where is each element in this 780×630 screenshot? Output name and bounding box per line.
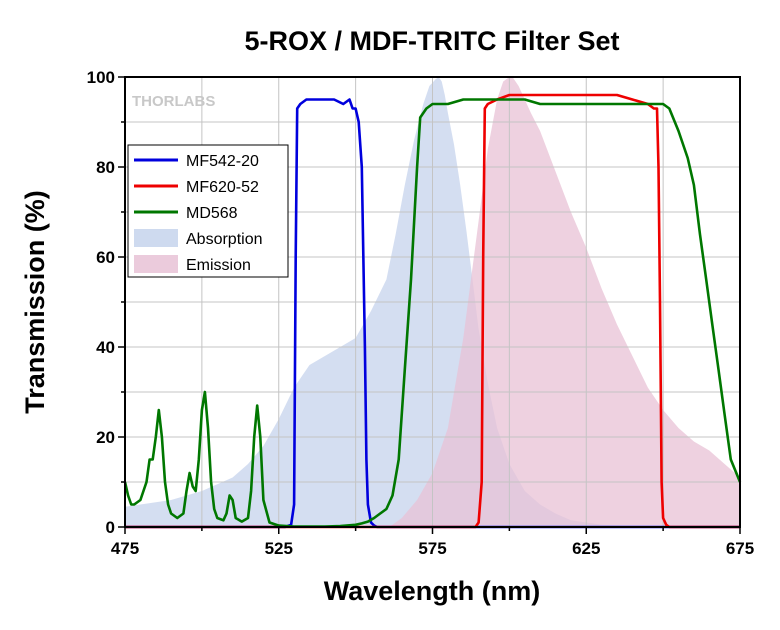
y-tick-label: 100 xyxy=(87,68,115,87)
x-tick-label: 675 xyxy=(726,539,754,558)
series-line-mf542-20 xyxy=(125,98,740,529)
x-tick-label: 575 xyxy=(418,539,446,558)
y-tick-labels: 0 20 40 60 80 100 xyxy=(87,68,115,537)
legend-swatch-absorption xyxy=(134,229,178,247)
legend-label-mf620-52: MF620-52 xyxy=(186,179,259,196)
x-tick-label: 625 xyxy=(572,539,600,558)
y-tick-label: 20 xyxy=(96,428,115,447)
legend: MF542-20 MF620-52 MD568 Absorption Emission xyxy=(127,144,289,278)
legend-swatch-emission xyxy=(134,255,178,273)
watermark-logo: THORLABS xyxy=(132,93,215,110)
x-tick-label: 475 xyxy=(111,539,139,558)
legend-label-emission: Emission xyxy=(186,257,251,274)
y-tick-label: 40 xyxy=(96,338,115,357)
x-tick-label: 525 xyxy=(265,539,293,558)
y-tick-label: 60 xyxy=(96,248,115,267)
x-axis-label: Wavelength (nm) xyxy=(324,576,541,606)
ticks xyxy=(118,76,741,534)
y-tick-label: 80 xyxy=(96,158,115,177)
legend-label-absorption: Absorption xyxy=(186,231,263,248)
y-axis-label: Transmission (%) xyxy=(20,190,50,414)
legend-label-md568: MD568 xyxy=(186,205,238,222)
x-tick-labels: 475 525 575 625 675 xyxy=(111,539,754,558)
legend-label-mf542-20: MF542-20 xyxy=(186,153,259,170)
y-tick-label: 0 xyxy=(106,518,115,537)
chart-title: 5-ROX / MDF-TRITC Filter Set xyxy=(244,26,619,56)
series-line-mf620-52 xyxy=(125,93,740,529)
